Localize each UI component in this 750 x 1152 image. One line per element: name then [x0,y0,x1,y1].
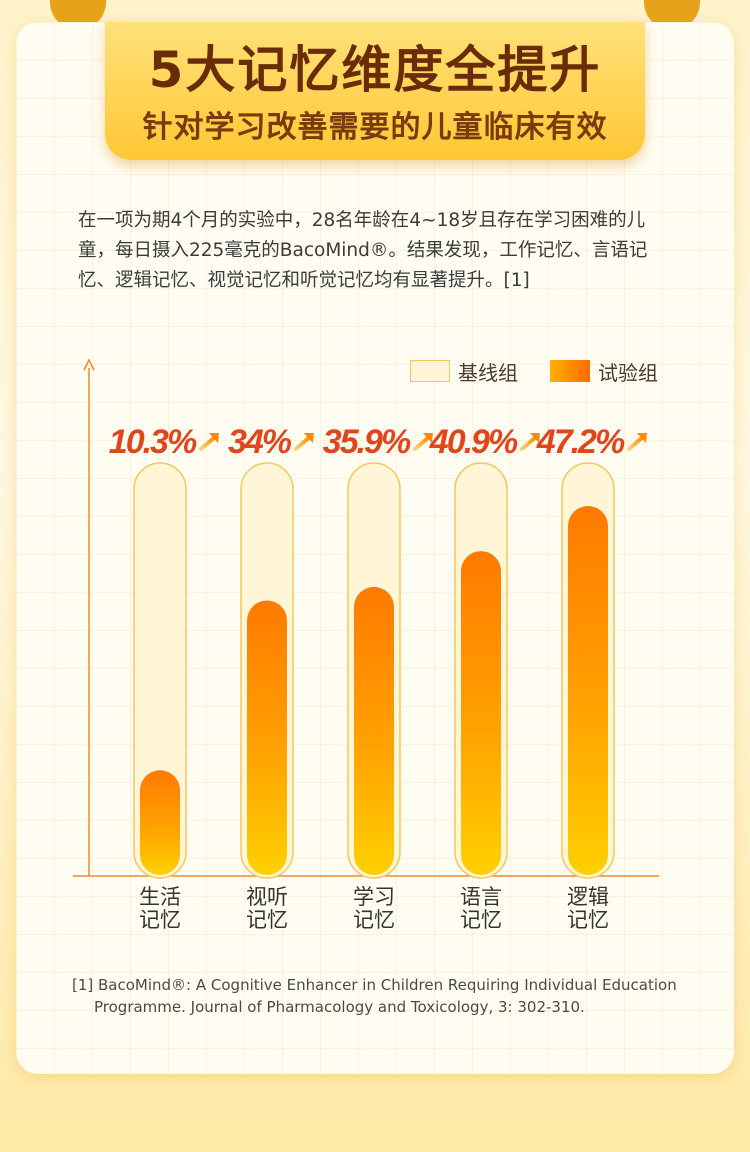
category-label-3-line1: 语言 [460,885,502,909]
intro-paragraph: 在一项为期4个月的实验中，28名年龄在4~18岁且存在学习困难的儿童，每日摄入2… [78,210,648,291]
treatment-bar-3 [461,551,501,875]
category-label-1-line2: 记忆 [246,908,288,932]
arrow-up-right-icon-head [529,433,540,443]
arrow-up-right-icon-head [303,433,314,443]
arrow-up-right-icon [626,435,645,451]
category-label-1-line1: 视听 [246,885,288,909]
arrow-up-right-icon [412,435,431,451]
category-label-4-line1: 逻辑 [567,885,609,909]
treatment-bar-0 [140,770,180,875]
arrow-up-right-icon [198,435,217,451]
legend-label-baseline: 基线组 [458,360,518,385]
category-label-2-line2: 记忆 [353,908,395,932]
improvement-label-3: 40.9% [429,423,518,461]
legend-label-treatment: 试验组 [598,360,658,385]
arrow-up-right-icon-head [422,433,433,443]
y-axis-arrow [83,358,95,371]
arrow-up-right-icon [293,435,312,451]
improvement-label-2: 35.9% [323,423,411,461]
baseline-bar-0 [133,462,187,879]
title-banner: 5大记忆维度全提升 针对学习改善需要的儿童临床有效 [105,22,645,160]
legend-item-treatment: 试验组 [550,358,658,385]
treatment-bar-1 [247,600,287,875]
category-label-0-line2: 记忆 [139,908,181,932]
page-subtitle: 针对学习改善需要的儿童临床有效 [142,110,608,145]
improvement-label-0: 10.3% [109,423,197,461]
improvement-label-4: 47.2% [536,423,625,461]
category-label-0-line1: 生活 [139,885,181,909]
legend-swatch-treatment [550,360,590,382]
treatment-bar-4 [568,506,608,875]
treatment-bar-2 [354,586,394,875]
category-label-2-line1: 学习 [353,885,395,909]
footnote-reference: [1] BacoMind®: A Cognitive Enhancer in C… [72,976,677,1016]
legend-swatch-baseline [410,360,450,382]
page-title: 5大记忆维度全提升 [148,41,602,99]
arrow-up-right-icon-head [208,433,219,443]
legend-item-baseline: 基线组 [410,358,518,385]
arrow-up-right-icon [519,435,538,451]
arrow-up-right-icon-head [636,433,647,443]
category-label-3-line2: 记忆 [460,908,502,932]
category-label-4-line2: 记忆 [567,908,609,932]
improvement-label-1: 34% [228,423,292,461]
